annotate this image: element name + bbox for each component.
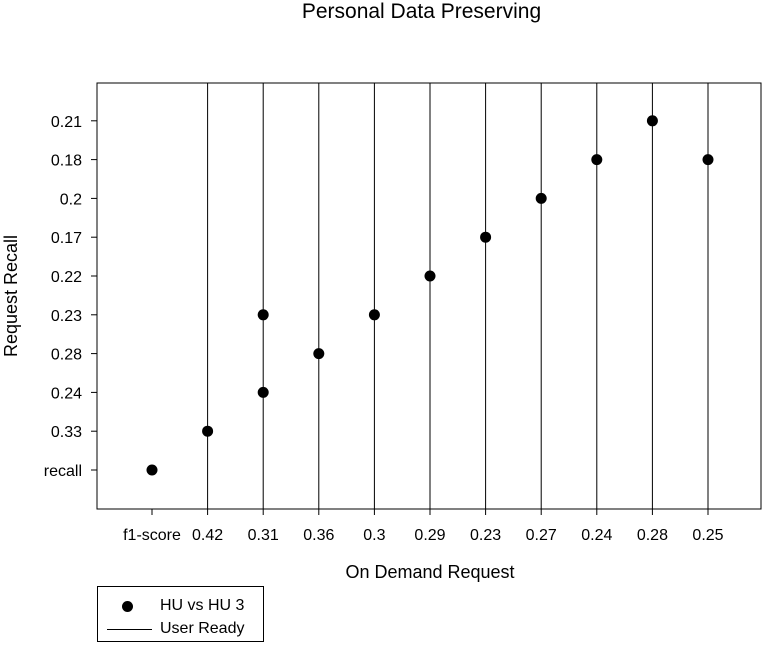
data-point — [702, 154, 714, 166]
x-tick-label: 0.42 — [192, 527, 223, 544]
x-tick-label: f1-score — [123, 527, 181, 544]
data-point — [591, 154, 603, 166]
data-point — [646, 115, 658, 127]
legend: HU vs HU 3 User Ready — [97, 586, 264, 642]
circle-marker-icon — [122, 600, 133, 612]
x-tick-label: 0.24 — [581, 527, 612, 544]
x-tick-label: 0.29 — [414, 527, 445, 544]
x-tick-label: 0.27 — [526, 527, 557, 544]
y-tick-label: 0.17 — [51, 230, 82, 247]
y-tick-label: 0.2 — [60, 191, 82, 208]
data-point — [202, 425, 214, 437]
x-tick-label: 0.25 — [692, 527, 723, 544]
data-point — [424, 270, 436, 282]
data-point — [535, 192, 547, 204]
y-axis-label: Request Recall — [1, 235, 21, 357]
legend-entry-points: HU vs HU 3 — [98, 595, 244, 617]
x-tick-label: 0.28 — [637, 527, 668, 544]
y-tick-label: 0.21 — [51, 114, 82, 131]
legend-label: HU vs HU 3 — [160, 597, 245, 614]
data-point — [146, 464, 158, 476]
data-point — [257, 309, 269, 321]
data-point — [368, 309, 380, 321]
plot-area: f1-score 0.42 0.31 0.36 0.3 0.29 0.23 0.27 0.24 0… — [44, 82, 762, 544]
data-point — [480, 231, 492, 243]
data-point — [257, 386, 269, 398]
plot-frame — [96, 82, 762, 510]
x-tick-label: 0.31 — [248, 527, 279, 544]
legend-entry-lines: User Ready — [98, 618, 244, 640]
chart-title: Personal Data Preserving — [301, 0, 542, 23]
y-tick-label: 0.24 — [51, 385, 82, 402]
y-tick-label: 0.22 — [51, 269, 82, 286]
x-tick-label: 0.3 — [363, 527, 385, 544]
y-tick-label: 0.23 — [51, 308, 82, 325]
y-tick-label: recall — [44, 463, 82, 480]
data-point — [313, 348, 325, 360]
y-tick-label: 0.33 — [51, 424, 82, 441]
line-marker-icon — [107, 628, 152, 630]
y-tick-label: 0.28 — [51, 347, 82, 364]
y-tick-label: 0.18 — [51, 153, 82, 170]
legend-label: User Ready — [160, 620, 245, 637]
x-axis-label: On Demand Request — [345, 562, 514, 582]
x-tick-label: 0.23 — [470, 527, 501, 544]
x-tick-label: 0.36 — [303, 527, 334, 544]
